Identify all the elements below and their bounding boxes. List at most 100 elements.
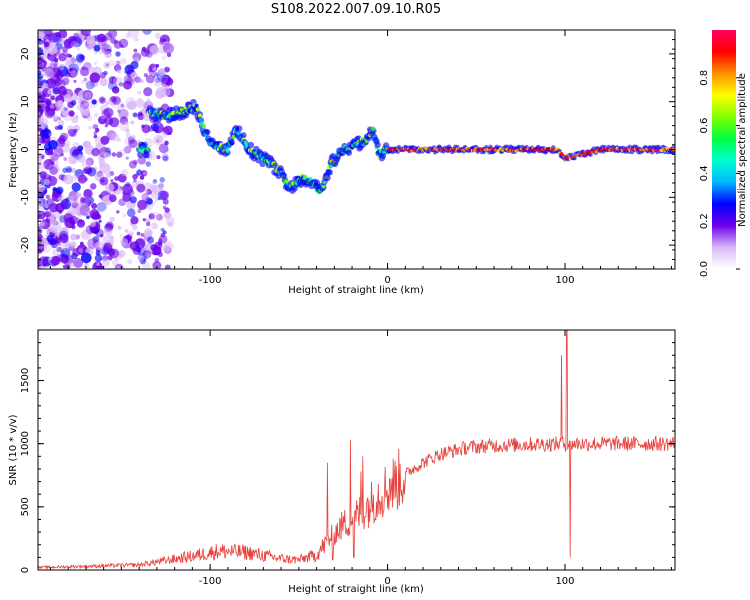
spectrogram-noise-blob: [157, 241, 163, 246]
spectrogram-noise-blob: [130, 120, 135, 125]
spectrogram-noise-blob: [128, 230, 134, 237]
spectrogram-noise-blob: [48, 63, 53, 68]
spectrogram-noise-blob: [137, 90, 142, 95]
spectrogram-noise-blob: [126, 208, 136, 218]
spectrogram-noise-blob: [53, 63, 58, 68]
spectrogram-noise-blob: [145, 230, 152, 237]
spectrogram-noise-blob: [38, 210, 46, 220]
spectrogram-noise-blob: [38, 184, 46, 192]
spectrogram-noise-blob: [47, 89, 53, 95]
spectrogram-noise-blob: [71, 182, 81, 192]
spectrogram-noise-blob: [62, 167, 68, 174]
spectrogram-noise-blob: [157, 72, 167, 83]
spectrogram-noise-blob: [115, 51, 121, 57]
spectrogram-noise-blob: [100, 114, 106, 120]
spectrogram-noise-blob: [77, 67, 82, 72]
spectrogram-noise-blob: [76, 192, 82, 198]
snr-x-axis-label: Height of straight line (km): [288, 584, 424, 595]
spectrogram-noise-blob: [38, 92, 44, 104]
spectrogram-noise-blob: [54, 125, 60, 131]
spectrogram-noise-blob: [155, 213, 163, 221]
spectrogram-noise-blob: [38, 56, 44, 65]
spectrogram-noise-blob: [44, 210, 52, 218]
spectrogram-noise-blob: [91, 202, 98, 210]
spectrogram-noise-blob: [63, 94, 72, 103]
spectrogram-noise-blob: [71, 167, 77, 173]
spectrogram-noise-blob: [44, 107, 56, 119]
spectrogram-noise-blob: [134, 76, 141, 83]
spectrogram-noise-blob: [86, 215, 90, 220]
spectrogram-noise-blob: [149, 64, 155, 70]
spectrogram-noise-blob: [140, 233, 145, 237]
spectrogram-noise-blob: [122, 213, 127, 217]
spectrogram-ridge-halo: [326, 169, 333, 176]
spectrogram-noise-blob: [109, 194, 117, 203]
spectrogram-noise-blob: [162, 244, 171, 253]
spectrogram-noise-blob: [38, 136, 43, 145]
spectrogram-noise-blob: [38, 243, 45, 254]
spectrogram-noise-blob: [141, 193, 149, 201]
spectrogram-noise-blob: [128, 139, 138, 149]
spectrogram-noise-blob: [163, 211, 172, 220]
spectrogram-noise-blob: [94, 254, 103, 263]
spectrogram-noise-blob: [131, 134, 136, 139]
spectrogram-noise-blob: [39, 221, 45, 227]
spectrogram-noise-blob: [137, 199, 148, 210]
spectrogram-ridge-cell: [198, 118, 203, 123]
spectrogram-noise-blob: [101, 109, 110, 118]
spectrogram-ridge-cell: [145, 146, 150, 151]
spectrogram-noise-blob: [93, 134, 98, 139]
spectrogram-noise-blob: [64, 71, 71, 78]
spectrogram-noise-blob: [45, 100, 51, 106]
spectrogram-noise-blob: [80, 30, 91, 36]
spectrogram-noise-blob: [152, 66, 156, 71]
spectrogram-noise-blob: [45, 194, 51, 200]
spectrogram-y-tick-label: 0: [20, 146, 31, 152]
spectrogram-noise-blob: [57, 37, 63, 43]
spectrogram-noise-blob: [48, 257, 53, 261]
spectrogram-noise-blob: [86, 196, 95, 205]
spectrogram-ridge-halo: [143, 152, 150, 159]
colorbar-gradient: [712, 30, 736, 269]
spectrogram-noise-blob: [70, 233, 77, 241]
spectrogram-noise-blob: [38, 262, 42, 268]
spectrogram-noise-blob: [136, 231, 141, 236]
spectrogram-noise-blob: [58, 64, 65, 71]
spectrogram-noise-blob: [157, 251, 163, 258]
spectrogram-noise-blob: [103, 152, 110, 159]
spectrogram-noise-blob: [76, 103, 85, 112]
spectrogram-noise-blob: [145, 161, 152, 167]
spectrogram-noise-blob: [79, 196, 86, 203]
spectrogram-noise-blob: [142, 171, 148, 176]
spectrogram-noise-blob: [128, 30, 139, 39]
spectrogram-noise-blob: [77, 174, 87, 184]
spectrogram-noise-blob: [164, 264, 171, 269]
spectrogram-noise-blob: [159, 86, 171, 98]
spectrogram-noise-blob: [93, 112, 99, 118]
spectrogram-noise-blob: [104, 50, 112, 59]
spectrogram-noise-blob: [89, 220, 97, 228]
spectrogram-noise-blob: [148, 69, 155, 76]
spectrogram-noise-blob: [152, 261, 162, 269]
spectrogram-noise-blob: [40, 71, 46, 77]
spectrogram-ridge-cell: [244, 143, 249, 148]
spectrogram-noise-blob: [38, 111, 41, 117]
spectrogram-noise-blob: [146, 198, 153, 205]
spectrogram-noise-blob: [38, 143, 44, 154]
spectrogram-noise-blob: [97, 36, 107, 47]
spectrogram-noise-blob: [143, 87, 153, 97]
spectrogram-noise-blob: [43, 158, 55, 170]
spectrogram-noise-blob: [39, 171, 47, 179]
spectrogram-noise-blob: [125, 132, 131, 138]
spectrogram-heatmap: [38, 30, 675, 269]
spectrogram-noise-blob: [104, 124, 108, 128]
spectrogram-noise-blob: [116, 266, 121, 269]
colorbar-tick-label: 0.0: [699, 261, 710, 277]
spectrogram-noise-blob: [95, 127, 100, 133]
spectrogram-noise-blob: [78, 219, 83, 224]
spectrogram-noise-blob: [57, 124, 63, 130]
snr-y-tick-label: 500: [20, 497, 31, 516]
spectrogram-noise-blob: [69, 262, 75, 268]
spectrogram-noise-blob: [117, 173, 127, 183]
